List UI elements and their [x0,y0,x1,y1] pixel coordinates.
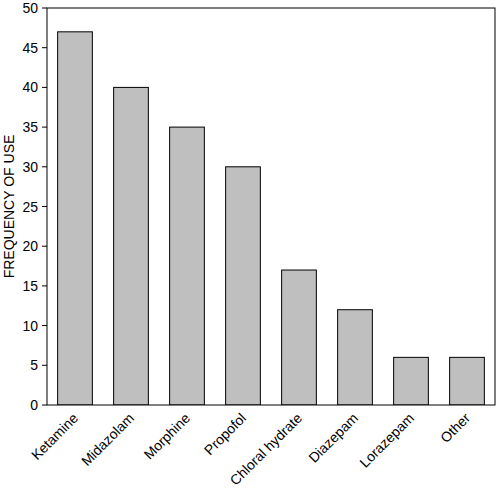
x-tick-label: Ketamine [28,410,81,463]
y-tick [42,285,47,286]
y-tick-label: 25 [22,199,38,215]
y-tick-label: 30 [22,159,38,175]
y-tick-label: 45 [22,40,38,56]
y-tick [42,87,47,88]
bar [394,357,429,405]
y-tick [42,246,47,247]
y-tick [42,47,47,48]
x-tick-label: Morphine [141,410,194,463]
y-tick-label: 35 [22,119,38,135]
bar [450,357,485,405]
bar [226,167,261,405]
y-tick [42,325,47,326]
x-tick-label: Midazolam [78,410,137,469]
y-tick-label: 15 [22,278,38,294]
x-tick-label: Lorazepam [356,410,417,471]
bars [58,32,485,405]
bar [58,32,93,405]
x-tick-label: Diazepam [305,410,361,466]
bar [170,127,205,405]
y-tick [42,206,47,207]
y-axis-label: FREQUENCY OF USE [1,135,17,279]
bar [338,310,373,405]
bar [282,270,317,405]
y-tick-label: 10 [22,318,38,334]
y-tick-label: 0 [30,397,38,413]
y-tick-label: 20 [22,238,38,254]
y-tick [42,127,47,128]
y-tick [42,365,47,366]
x-tick-label: Chloral hydrate [227,410,306,489]
y-tick [42,8,47,9]
chart: 0 5 10 15 20 25 30 35 40 45 50 KetamineMidazolamMor… [0,0,500,498]
x-tick-label: Propofol [201,410,249,458]
y-tick-label: 5 [30,357,38,373]
x-tick-label: Other [437,410,473,446]
plot-frame [47,8,495,405]
y-tick [42,166,47,167]
y-tick-label: 40 [22,79,38,95]
y-tick [42,405,47,406]
bar [114,87,149,405]
y-tick-label: 50 [22,0,38,16]
